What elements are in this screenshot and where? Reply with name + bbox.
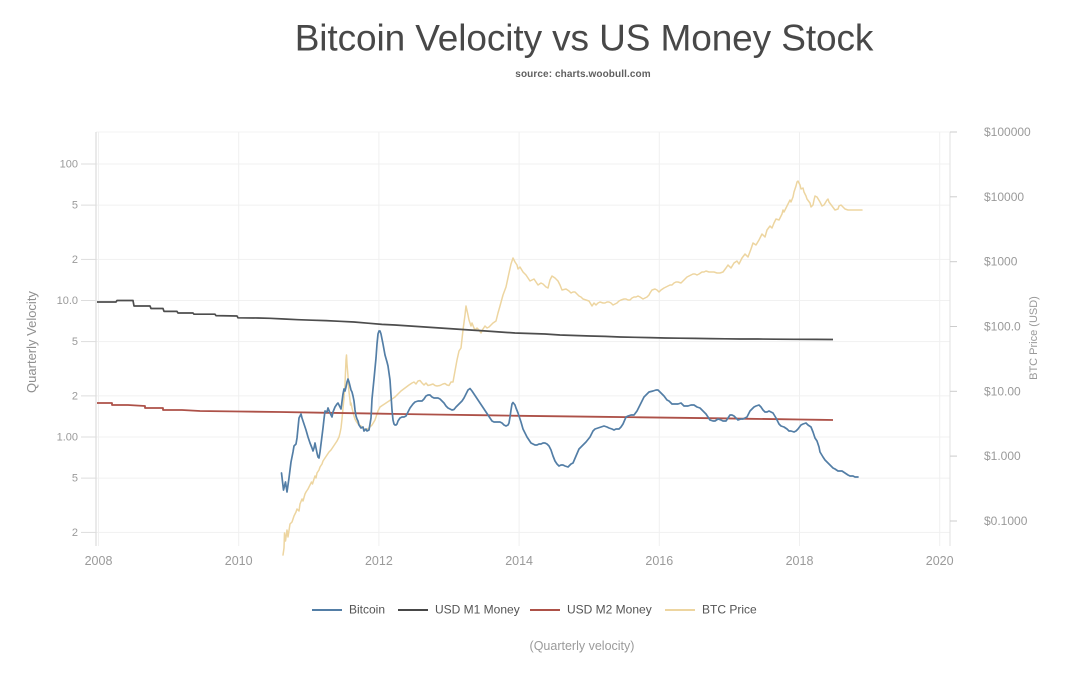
svg-text:2: 2 (72, 390, 78, 402)
svg-text:2020: 2020 (926, 554, 954, 568)
svg-text:Bitcoin Velocity vs US Money S: Bitcoin Velocity vs US Money Stock (295, 18, 874, 59)
svg-text:Quarterly Velocity: Quarterly Velocity (24, 291, 39, 393)
svg-text:1.00: 1.00 (57, 432, 78, 444)
svg-text:$10000: $10000 (984, 190, 1024, 204)
svg-text:2010: 2010 (225, 554, 253, 568)
svg-text:2008: 2008 (85, 554, 113, 568)
svg-text:$0.1000: $0.1000 (984, 514, 1028, 528)
svg-text:$100.0: $100.0 (984, 320, 1021, 334)
svg-text:2014: 2014 (505, 554, 533, 568)
svg-text:BTC Price (USD): BTC Price (USD) (1028, 296, 1040, 380)
svg-text:$1000: $1000 (984, 255, 1018, 269)
svg-text:2: 2 (72, 254, 78, 266)
svg-text:5: 5 (72, 200, 78, 212)
svg-text:$1.000: $1.000 (984, 449, 1021, 463)
svg-text:100: 100 (60, 159, 78, 171)
svg-text:USD M2 Money: USD M2 Money (567, 603, 652, 617)
svg-text:Bitcoin: Bitcoin (349, 603, 385, 617)
svg-text:(Quarterly velocity): (Quarterly velocity) (530, 639, 635, 653)
svg-text:BTC Price: BTC Price (702, 603, 757, 617)
svg-text:$100000: $100000 (984, 125, 1031, 139)
svg-text:5: 5 (72, 473, 78, 485)
svg-text:2: 2 (72, 527, 78, 539)
svg-text:USD M1 Money: USD M1 Money (435, 603, 520, 617)
svg-text:$10.00: $10.00 (984, 384, 1021, 398)
svg-text:2016: 2016 (645, 554, 673, 568)
svg-text:2018: 2018 (786, 554, 814, 568)
svg-text:2012: 2012 (365, 554, 393, 568)
svg-text:source: charts.woobull.com: source: charts.woobull.com (515, 69, 650, 80)
svg-text:10.0: 10.0 (57, 295, 78, 307)
svg-text:5: 5 (72, 336, 78, 348)
